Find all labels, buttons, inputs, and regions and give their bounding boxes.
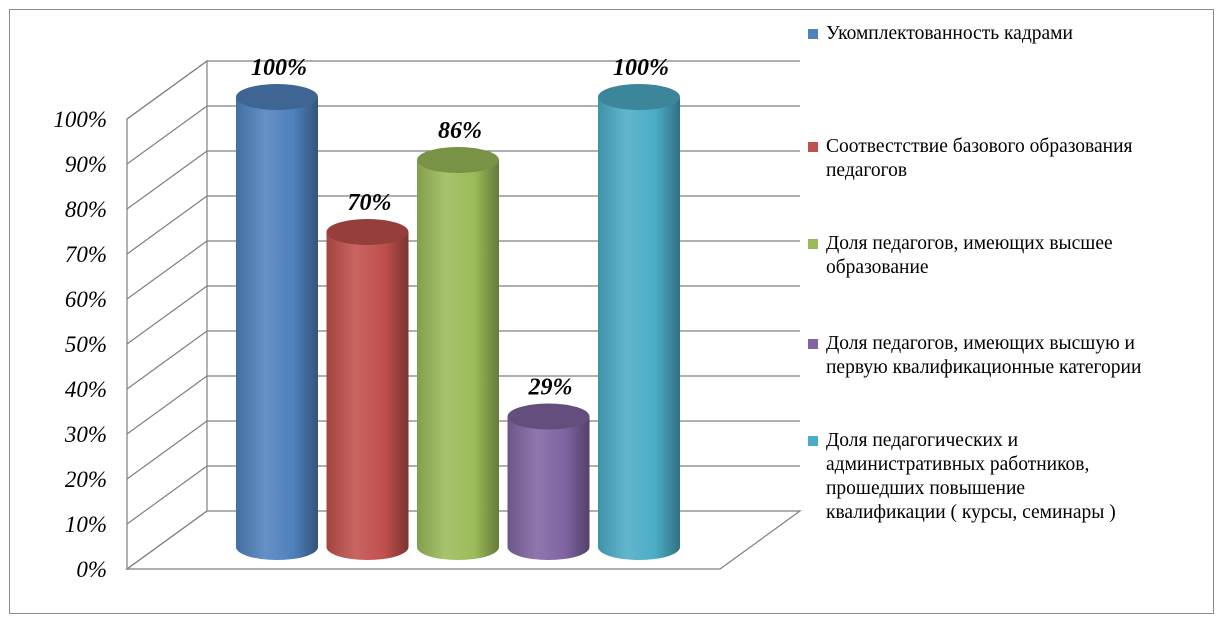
legend-label-5: Доля педагогических и административных р… [826, 430, 1116, 523]
bar-top [598, 84, 680, 110]
data-label-5: 100% [613, 55, 669, 81]
bar-2 [326, 219, 409, 560]
legend-label-1: Укомплектованность кадрами [826, 23, 1073, 44]
y-tick-label: 90% [65, 152, 107, 177]
data-labels: 100% 70% 86% 29% 100% [251, 55, 669, 401]
y-tick-label: 40% [65, 377, 107, 402]
data-label-1: 100% [251, 55, 307, 81]
y-tick-label: 100% [53, 107, 107, 132]
legend-item-3: Доля педагогов, имеющих высшее образован… [808, 232, 1218, 280]
y-tick-label: 50% [65, 332, 107, 357]
y-tick-label: 0% [76, 557, 107, 582]
bar-body [326, 232, 409, 560]
bar-5 [598, 84, 680, 560]
y-tick-label: 60% [65, 287, 107, 312]
bar-4 [507, 403, 590, 560]
legend-swatch-4 [808, 339, 818, 349]
gridline [126, 60, 800, 120]
data-label-4: 29% [528, 375, 573, 401]
floor [125, 510, 802, 570]
y-tick-label: 30% [64, 422, 107, 447]
bar-body [598, 97, 680, 560]
legend-swatch-5 [808, 436, 818, 446]
bar-top [417, 147, 499, 173]
y-tick-label: 20% [65, 467, 107, 492]
y-tick-label: 80% [65, 197, 107, 222]
legend-swatch-2 [808, 142, 818, 152]
bar-3 [417, 147, 499, 560]
y-axis-ticks: 0% 10% 20% 30% 40% 50% 60% 70% 80% 90% 100% [53, 107, 107, 582]
bar-top [507, 403, 590, 430]
y-tick-label: 10% [65, 512, 107, 537]
bar-body [236, 97, 318, 560]
bar-1 [236, 84, 318, 560]
legend-label-2: Соотвестствие базового образования педаг… [826, 136, 1133, 181]
legend-item-1: Укомплектованность кадрами [808, 22, 1218, 46]
data-label-3: 86% [438, 118, 482, 144]
legend-item-4: Доля педагогов, имеющих высшую и первую … [808, 332, 1218, 380]
legend-label-3: Доля педагогов, имеющих высшее образован… [826, 233, 1113, 278]
legend-swatch-3 [808, 239, 818, 249]
legend-label-4: Доля педагогов, имеющих высшую и первую … [826, 333, 1142, 378]
legend-item-5: Доля педагогических и административных р… [808, 429, 1218, 525]
bars [236, 84, 680, 560]
legend-item-2: Соотвестствие базового образования педаг… [808, 135, 1218, 183]
chart-frame [9, 9, 1214, 614]
bar-top [236, 84, 318, 110]
bar-top [326, 219, 409, 245]
bar-body [507, 416, 590, 560]
legend-swatch-1 [808, 29, 818, 39]
data-label-2: 70% [348, 190, 392, 216]
bar-body [417, 160, 499, 560]
y-tick-label: 70% [65, 242, 107, 267]
